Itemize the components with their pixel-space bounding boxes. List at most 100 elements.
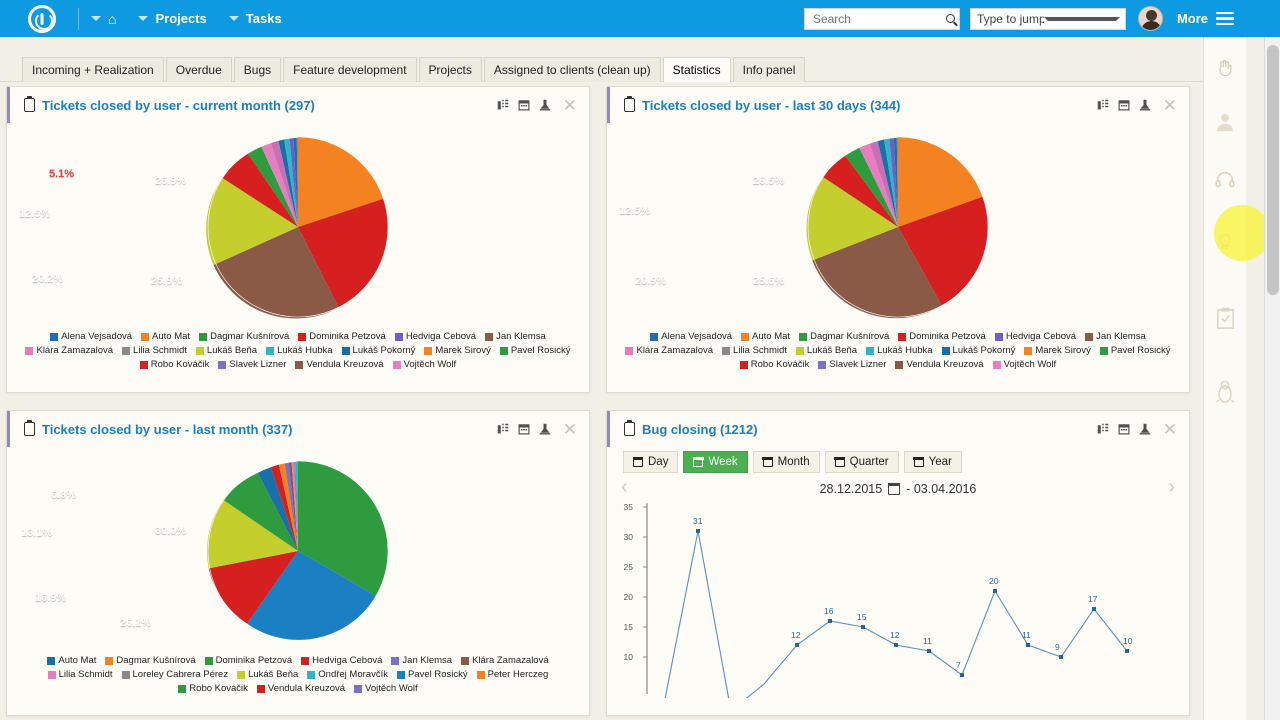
jump-to-project-select[interactable]: Type to jump to project... — [969, 7, 1126, 30]
legend-item[interactable]: Auto Mat — [47, 655, 96, 666]
range-button-week[interactable]: Week — [683, 451, 748, 473]
calendar-icon[interactable] — [518, 99, 530, 111]
legend-item[interactable]: Hedviga Cebová — [994, 331, 1076, 342]
legend-item[interactable]: Klára Zamazalová — [625, 345, 713, 356]
more-label[interactable]: More — [1176, 11, 1208, 26]
calendar-icon[interactable] — [518, 423, 530, 435]
legend-item[interactable]: Marek Sirový — [424, 345, 491, 356]
page-scrollbar[interactable] — [1264, 37, 1280, 720]
legend-item[interactable]: Pavel Rosický — [499, 345, 571, 356]
legend-item[interactable]: Hedviga Cebová — [301, 655, 382, 666]
legend-item[interactable]: Robo Kováčik — [739, 359, 809, 370]
export-icon[interactable] — [1139, 99, 1151, 111]
hand-icon[interactable] — [1212, 55, 1238, 81]
legend-item[interactable]: Lukáš Pokorný — [941, 345, 1015, 356]
legend-item[interactable]: Jan Klemsa — [391, 655, 452, 666]
tab-overdue[interactable]: Overdue — [165, 57, 232, 82]
legend-item[interactable]: Vojtěch Wolf — [354, 683, 418, 694]
nav-item-projects[interactable]: Projects — [138, 11, 207, 26]
range-button-day[interactable]: Day — [623, 451, 679, 473]
scrollbar-thumb[interactable] — [1267, 45, 1279, 295]
search-input[interactable] — [810, 10, 946, 27]
legend-item[interactable]: Auto Mat — [741, 331, 790, 342]
close-icon[interactable]: ✕ — [1162, 95, 1177, 115]
legend-item[interactable]: Lukáš Beňa — [237, 669, 298, 680]
legend-item[interactable]: Lukáš Hubka — [266, 345, 333, 356]
export-icon[interactable] — [539, 99, 551, 111]
range-button-year[interactable]: Year — [903, 451, 962, 473]
calendar-icon[interactable] — [887, 483, 901, 495]
tab-info-panel[interactable]: Info panel — [732, 57, 806, 82]
legend-item[interactable]: Vojtěch Wolf — [992, 359, 1056, 370]
chart-legend-icon[interactable] — [497, 99, 509, 111]
legend-item[interactable]: Lukáš Pokorný — [341, 345, 415, 356]
legend-item[interactable]: Robo Kováčik — [139, 359, 209, 370]
app-logo[interactable] — [28, 4, 56, 33]
close-icon[interactable]: ✕ — [562, 419, 577, 439]
checklist-icon[interactable] — [1212, 305, 1238, 331]
legend-item[interactable]: Ondřej Moravčík — [307, 669, 388, 680]
calendar-icon[interactable] — [1118, 99, 1130, 111]
legend-item[interactable]: Lilia Schmidt — [722, 345, 787, 356]
legend-item[interactable]: Peter Herczeg — [476, 669, 548, 680]
legend-item[interactable]: Vendula Kreuzová — [295, 359, 384, 370]
range-button-quarter[interactable]: Quarter — [824, 451, 899, 473]
penguin-icon[interactable] — [1212, 379, 1238, 405]
legend-item[interactable]: Jan Klemsa — [485, 331, 546, 342]
legend-item[interactable]: Pavel Rosický — [1099, 345, 1171, 356]
export-icon[interactable] — [1139, 423, 1151, 435]
legend-item[interactable]: Lilia Schmidt — [122, 345, 187, 356]
legend-item[interactable]: Loreley Cabrera Pérez — [121, 669, 228, 680]
chart-legend-icon[interactable] — [1097, 423, 1109, 435]
legend-item[interactable]: Dagmar Kušnírová — [199, 331, 289, 342]
avatar[interactable] — [1137, 6, 1163, 31]
legend-item[interactable]: Robo Kováčik — [178, 683, 248, 694]
export-icon[interactable] — [539, 423, 551, 435]
legend-item[interactable]: Vendula Kreuzová — [256, 683, 345, 694]
prev-period-button[interactable]: ‹ — [621, 476, 628, 498]
tab-incoming-realization[interactable]: Incoming + Realization — [22, 57, 164, 82]
legend-item[interactable]: Hedviga Cebová — [394, 331, 476, 342]
legend-item[interactable]: Vendula Kreuzová — [895, 359, 984, 370]
legend-item[interactable]: Klára Zamazalová — [25, 345, 113, 356]
chart-legend-icon[interactable] — [1097, 99, 1109, 111]
range-button-month[interactable]: Month — [752, 451, 820, 473]
tab-assigned-to-clients[interactable]: Assigned to clients (clean up) — [483, 57, 661, 82]
close-icon[interactable]: ✕ — [562, 95, 577, 115]
legend-item[interactable]: Dagmar Kušnírová — [799, 331, 889, 342]
legend-item[interactable]: Lukáš Beňa — [195, 345, 257, 356]
legend-item[interactable]: Alena Vejsadová — [650, 331, 732, 342]
next-period-button[interactable]: › — [1168, 476, 1175, 498]
legend-item[interactable]: Dominika Petzová — [204, 655, 292, 666]
legend-item[interactable]: Klára Zamazalová — [461, 655, 549, 666]
headset-icon[interactable] — [1212, 167, 1238, 193]
chevron-down-icon[interactable] — [91, 16, 101, 21]
legend-item[interactable]: Auto Mat — [141, 331, 190, 342]
legend-item[interactable]: Lilia Schmidt — [47, 669, 113, 680]
tab-feature-development[interactable]: Feature development — [283, 57, 417, 82]
legend-item[interactable]: Lukáš Hubka — [866, 345, 933, 356]
legend-item[interactable]: Alena Vejsadová — [50, 331, 132, 342]
tab-projects[interactable]: Projects — [418, 57, 482, 82]
chevron-down-icon[interactable] — [1044, 16, 1120, 21]
search-icon[interactable] — [945, 14, 955, 23]
legend-item[interactable]: Marek Sirový — [1024, 345, 1091, 356]
legend-item[interactable]: Pavel Rosický — [396, 669, 468, 680]
legend-item[interactable]: Dominika Petzová — [298, 331, 386, 342]
tab-statistics[interactable]: Statistics — [662, 57, 731, 82]
legend-item[interactable]: Dominika Petzová — [898, 331, 986, 342]
legend-item[interactable]: Lukáš Beňa — [795, 345, 857, 356]
legend-item[interactable]: Vojtěch Wolf — [392, 359, 456, 370]
legend-item[interactable]: Slavek Lizner — [818, 359, 886, 370]
legend-item[interactable]: Slavek Lizner — [218, 359, 286, 370]
nav-item-tasks[interactable]: Tasks — [228, 11, 282, 26]
chevron-down-icon[interactable] — [138, 16, 149, 21]
user-icon[interactable] — [1212, 109, 1238, 135]
nav-item-home[interactable]: ⌂ — [91, 11, 116, 27]
search-box[interactable] — [803, 7, 960, 30]
chart-legend-icon[interactable] — [497, 423, 509, 435]
calendar-icon[interactable] — [1118, 423, 1130, 435]
legend-item[interactable]: Dagmar Kušnírová — [105, 655, 196, 666]
chevron-down-icon[interactable] — [228, 16, 239, 21]
legend-item[interactable]: Jan Klemsa — [1085, 331, 1146, 342]
